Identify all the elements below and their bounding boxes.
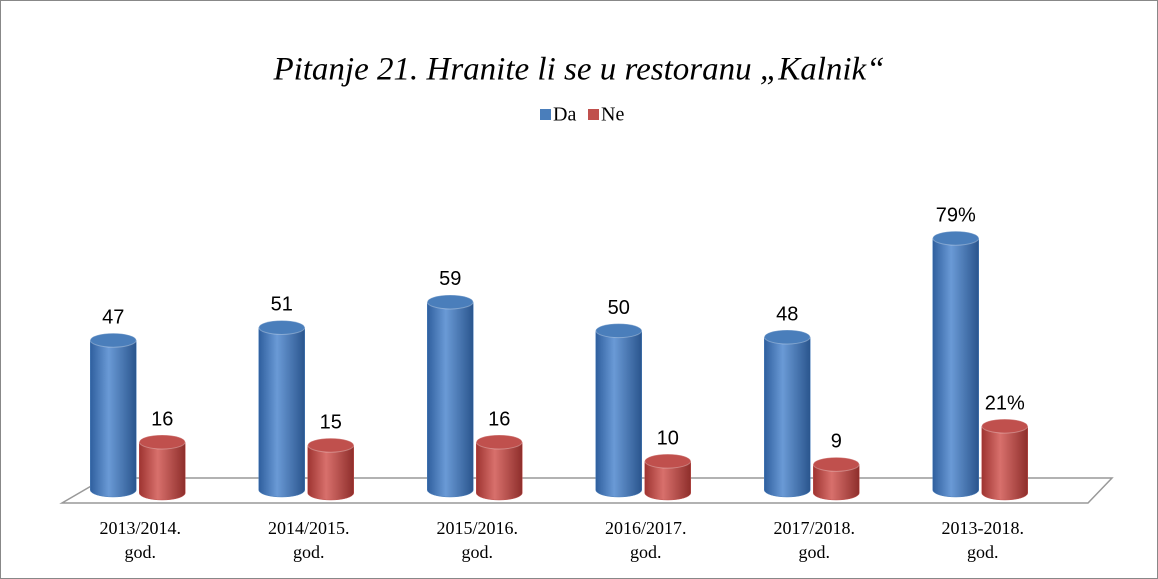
- data-label: 51: [271, 294, 293, 316]
- data-label: 79%: [936, 204, 976, 226]
- bar: [981, 418, 1029, 501]
- bar: [644, 453, 692, 501]
- data-label: 47: [102, 306, 124, 328]
- bar-top: [475, 434, 523, 450]
- data-label: 21%: [985, 392, 1025, 414]
- bar-top: [763, 329, 811, 345]
- data-label: 50: [608, 297, 630, 319]
- data-label: 16: [488, 408, 510, 430]
- x-tick-label: 2015/2016. god.: [436, 518, 518, 562]
- bar-body: [139, 441, 186, 501]
- bar-top: [932, 230, 980, 246]
- legend-label: Ne: [601, 104, 624, 126]
- bar: [138, 434, 186, 501]
- data-label: 9: [831, 431, 842, 453]
- bar-body: [258, 327, 305, 498]
- chart-title: Pitanje 21. Hranite li se u restoranu „K…: [272, 52, 884, 88]
- bar: [307, 437, 355, 501]
- bar-top: [307, 437, 355, 453]
- bar: [258, 319, 306, 498]
- bar-top: [981, 418, 1029, 434]
- bar-body: [427, 301, 474, 498]
- x-tick-label: 2013/2014. god.: [99, 518, 181, 562]
- data-label: 59: [439, 268, 461, 290]
- x-tick-label: 2017/2018. god.: [773, 518, 855, 562]
- bar-top: [812, 456, 860, 472]
- data-label: 15: [320, 411, 342, 433]
- bar: [595, 323, 643, 498]
- bar-body: [764, 336, 811, 498]
- x-tick-label: 2016/2017. god.: [605, 518, 687, 562]
- x-tick-label: 2013-2018. god.: [942, 518, 1025, 562]
- bar-body: [813, 464, 860, 501]
- bar-top: [644, 453, 692, 469]
- bar-top: [595, 323, 643, 339]
- x-tick-label: 2014/2015. god.: [268, 518, 350, 562]
- bar: [932, 230, 980, 498]
- bar-body: [595, 330, 642, 498]
- legend-swatch: [540, 109, 551, 120]
- bar: [89, 332, 137, 498]
- data-label: 48: [776, 303, 798, 325]
- bar-top: [89, 332, 137, 348]
- bar-body: [981, 425, 1028, 501]
- bar: [475, 434, 523, 501]
- legend-label: Da: [553, 104, 576, 126]
- bar-top: [138, 434, 186, 450]
- data-label: 10: [657, 427, 679, 449]
- bar-body: [932, 237, 979, 498]
- legend-swatch: [588, 109, 599, 120]
- bar: [426, 294, 474, 498]
- bar-body: [90, 339, 137, 498]
- bar-body: [644, 460, 691, 501]
- bar-body: [476, 441, 523, 501]
- bar-top: [258, 319, 306, 335]
- bar: [812, 456, 860, 501]
- bar: [763, 329, 811, 498]
- data-label: 16: [151, 408, 173, 430]
- bar-top: [426, 294, 474, 310]
- bar-body: [307, 444, 354, 501]
